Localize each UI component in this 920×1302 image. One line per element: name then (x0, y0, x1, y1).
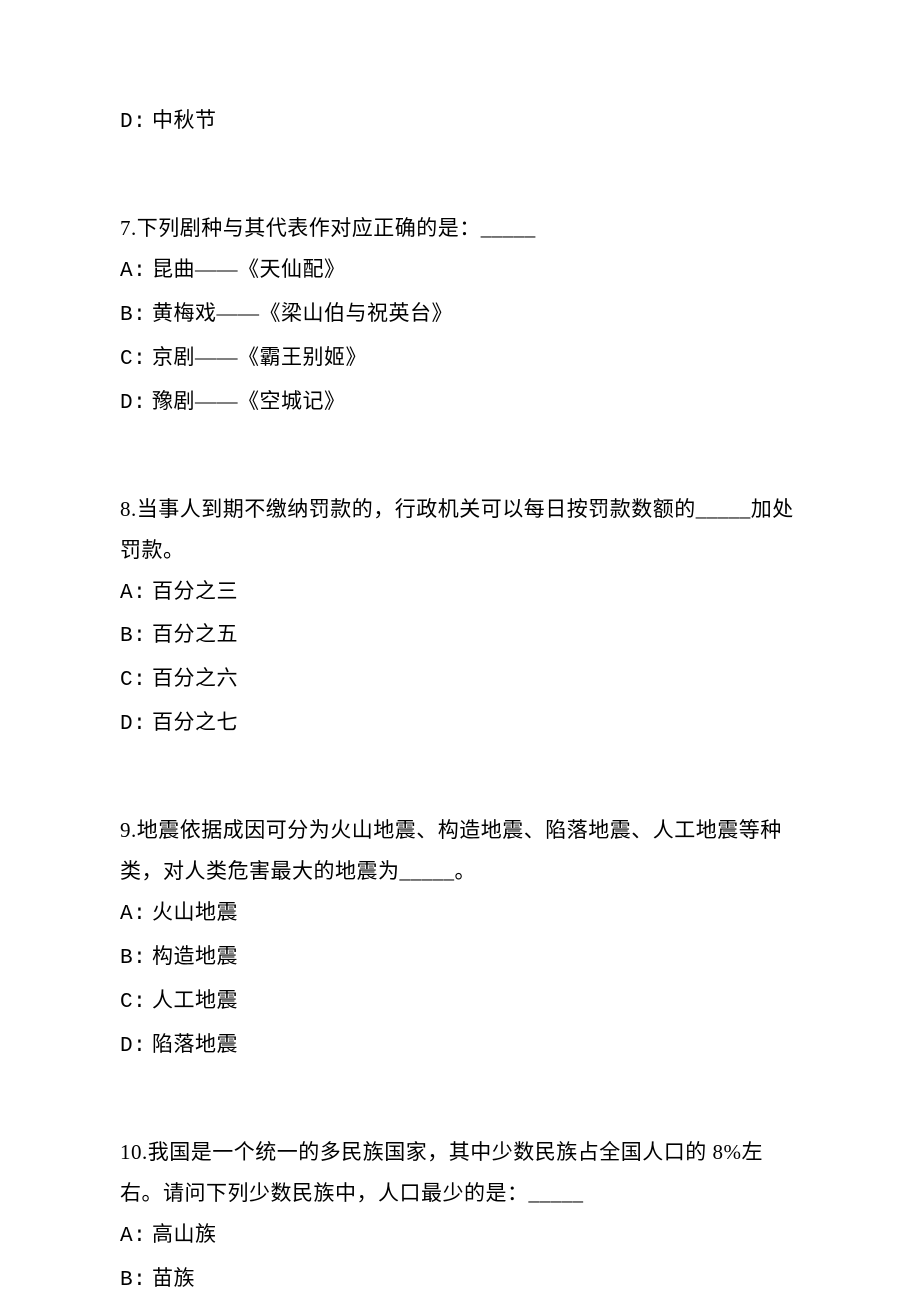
option-label: D: (120, 713, 146, 736)
answer-option: D: 豫剧——《空城记》 (120, 381, 800, 425)
option-label: D: (120, 111, 146, 134)
answer-option: C: 人工地震 (120, 980, 800, 1024)
answer-option: A: 火山地震 (120, 892, 800, 936)
option-text: 昆曲——《天仙配》 (146, 257, 345, 281)
option-text: 百分之七 (146, 710, 238, 734)
question-block: 7.下列剧种与其代表作对应正确的是：_____A: 昆曲——《天仙配》B: 黄梅… (120, 208, 800, 425)
answer-option: A: 昆曲——《天仙配》 (120, 249, 800, 293)
answer-option: B: 黄梅戏——《梁山伯与祝英台》 (120, 293, 800, 337)
question-text: 10.我国是一个统一的多民族国家，其中少数民族占全国人口的 8%左右。请问下列少… (120, 1132, 800, 1214)
answer-option: D: 中秋节 (120, 100, 800, 144)
answer-option: B: 构造地震 (120, 936, 800, 980)
option-label: A: (120, 1225, 146, 1248)
option-label: C: (120, 348, 146, 371)
question-block: 10.我国是一个统一的多民族国家，其中少数民族占全国人口的 8%左右。请问下列少… (120, 1132, 800, 1302)
option-text: 陷落地震 (146, 1032, 238, 1056)
option-label: A: (120, 903, 146, 926)
answer-option: B: 百分之五 (120, 614, 800, 658)
option-text: 中秋节 (146, 108, 216, 132)
option-label: B: (120, 1269, 146, 1292)
document-content: D: 中秋节7.下列剧种与其代表作对应正确的是：_____A: 昆曲——《天仙配… (120, 100, 800, 1302)
option-text: 高山族 (146, 1222, 216, 1246)
answer-option: A: 百分之三 (120, 571, 800, 615)
option-label: B: (120, 947, 146, 970)
option-text: 构造地震 (146, 944, 238, 968)
option-text: 京剧——《霸王别姬》 (146, 345, 367, 369)
answer-option: B: 苗族 (120, 1258, 800, 1302)
option-label: B: (120, 304, 146, 327)
option-label: A: (120, 260, 146, 283)
question-text: 8.当事人到期不缴纳罚款的，行政机关可以每日按罚款数额的_____加处罚款。 (120, 489, 800, 571)
question-text: 7.下列剧种与其代表作对应正确的是：_____ (120, 208, 800, 249)
option-text: 百分之三 (146, 579, 238, 603)
question-block: 9.地震依据成因可分为火山地震、构造地震、陷落地震、人工地震等种类，对人类危害最… (120, 810, 800, 1068)
answer-option: A: 高山族 (120, 1214, 800, 1258)
option-label: A: (120, 582, 146, 605)
option-text: 苗族 (146, 1266, 195, 1290)
option-text: 人工地震 (146, 988, 238, 1012)
option-text: 百分之六 (146, 666, 238, 690)
answer-option: C: 京剧——《霸王别姬》 (120, 337, 800, 381)
option-text: 黄梅戏——《梁山伯与祝英台》 (146, 301, 453, 325)
answer-option: D: 陷落地震 (120, 1024, 800, 1068)
option-text: 豫剧——《空城记》 (146, 389, 345, 413)
option-label: B: (120, 625, 146, 648)
question-block: 8.当事人到期不缴纳罚款的，行政机关可以每日按罚款数额的_____加处罚款。A:… (120, 489, 800, 747)
answer-option: D: 百分之七 (120, 702, 800, 746)
option-label: C: (120, 991, 146, 1014)
answer-option: C: 百分之六 (120, 658, 800, 702)
question-block: D: 中秋节 (120, 100, 800, 144)
option-label: D: (120, 1035, 146, 1058)
option-label: D: (120, 392, 146, 415)
option-text: 火山地震 (146, 900, 238, 924)
question-text: 9.地震依据成因可分为火山地震、构造地震、陷落地震、人工地震等种类，对人类危害最… (120, 810, 800, 892)
option-text: 百分之五 (146, 622, 238, 646)
option-label: C: (120, 669, 146, 692)
